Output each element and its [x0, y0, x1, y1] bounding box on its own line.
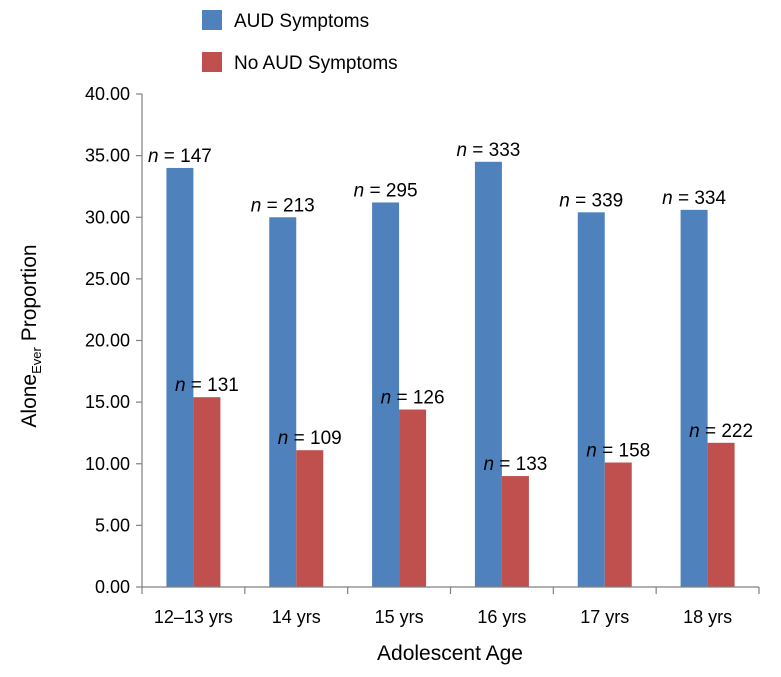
bar-n-label: n = 131 [175, 375, 239, 396]
x-tick-label: 16 yrs [477, 607, 526, 627]
y-tick-label: 40.00 [85, 84, 130, 104]
bar-aud-symptoms [577, 212, 605, 587]
bar-n-label: n = 213 [251, 195, 315, 216]
axes: 0.00 5.00 10.00 15.00 20.00 25.00 30.00 35.00 40… [85, 84, 760, 627]
bar-no-aud-symptoms [399, 409, 427, 587]
y-tick-label: 5.00 [95, 515, 130, 535]
bar-aud-symptoms [166, 167, 194, 587]
y-tick-label: 35.00 [85, 146, 130, 166]
y-tick-label: 20.00 [85, 331, 130, 351]
bar-n-label: n = 295 [354, 180, 418, 201]
legend-swatch [202, 10, 222, 30]
data-labels: n = 147 n = 213 n = 295 n = 333 n = 339 n = 3… [148, 140, 753, 475]
bar-no-aud-symptoms [296, 450, 324, 587]
y-tick-label: 0.00 [95, 577, 130, 597]
legend-label: AUD Symptoms [234, 11, 369, 32]
bar-aud-symptoms [372, 202, 400, 587]
bar-n-label: n = 133 [483, 454, 547, 475]
bar-n-label: n = 158 [586, 441, 650, 462]
bars [166, 161, 735, 588]
y-tick-label: 30.00 [85, 207, 130, 227]
bar-no-aud-symptoms [501, 476, 529, 587]
x-tick-label: 14 yrs [272, 607, 321, 627]
x-tick-label: 18 yrs [683, 607, 732, 627]
bar-no-aud-symptoms [193, 397, 221, 587]
legend: AUD Symptoms No AUD Symptoms [202, 10, 398, 74]
legend-label: No AUD Symptoms [234, 53, 398, 74]
bar-n-label: n = 126 [381, 388, 445, 409]
bar-aud-symptoms [474, 161, 502, 587]
y-axis-title: AloneEver Proportion [18, 244, 44, 427]
x-tick-label: 12–13 yrs [154, 607, 233, 627]
y-tick-label: 25.00 [85, 269, 130, 289]
bar-aud-symptoms [680, 209, 708, 588]
bar-n-label: n = 147 [148, 146, 212, 167]
bar-aud-symptoms [269, 217, 297, 587]
bar-n-label: n = 334 [662, 188, 726, 209]
bar-no-aud-symptoms [707, 442, 735, 587]
bar-n-label: n = 333 [456, 140, 520, 161]
bar-n-label: n = 222 [689, 421, 753, 442]
bar-no-aud-symptoms [604, 462, 632, 587]
y-tick-label: 15.00 [85, 392, 130, 412]
legend-swatch [202, 52, 222, 72]
bar-n-label: n = 109 [278, 428, 342, 449]
y-tick-label: 10.00 [85, 454, 130, 474]
x-axis-title: Adolescent Age [377, 642, 523, 665]
x-tick-label: 17 yrs [580, 607, 629, 627]
bar-n-label: n = 339 [559, 190, 623, 211]
x-tick-label: 15 yrs [375, 607, 424, 627]
